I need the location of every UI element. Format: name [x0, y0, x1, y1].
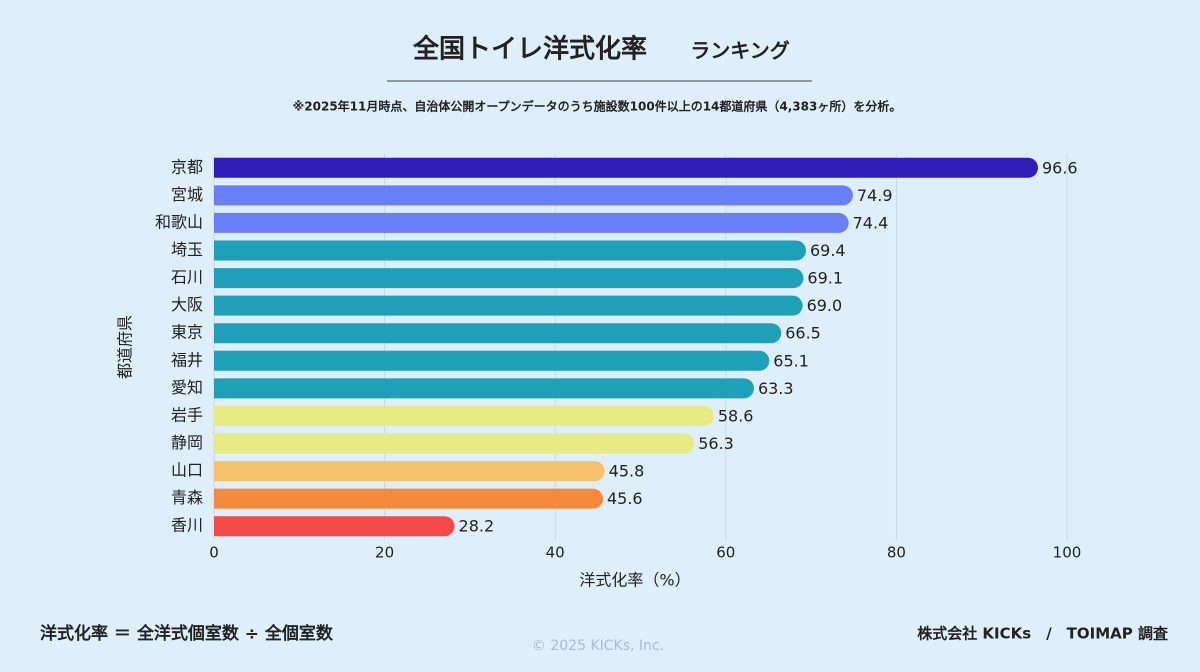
y-tick-label: 和歌山 [155, 212, 203, 231]
chart-title: 全国トイレ洋式化率 [412, 34, 647, 65]
y-tick-label: 大阪 [171, 295, 203, 314]
y-tick-label: 岩手 [171, 405, 203, 424]
bar [214, 295, 803, 316]
x-axis-label: 洋式化率（%） [579, 571, 690, 590]
x-tick-label: 40 [546, 544, 565, 562]
bar [214, 350, 770, 371]
value-label: 28.2 [459, 517, 495, 536]
value-label: 69.0 [807, 296, 843, 315]
copyright: © 2025 KICKs, Inc. [532, 638, 664, 654]
credit: 株式会社 KICKs / TOIMAP 調査 [917, 625, 1169, 643]
y-tick-label: 静岡 [171, 433, 203, 452]
value-label: 96.6 [1042, 158, 1078, 177]
bar [214, 323, 782, 344]
x-tick-label: 60 [716, 544, 735, 562]
bar [214, 268, 804, 289]
y-tick-label: 山口 [171, 461, 203, 480]
value-label: 74.4 [853, 213, 889, 232]
y-tick-label: 宮城 [171, 185, 203, 204]
y-tick-label: 埼玉 [171, 240, 203, 259]
value-label: 63.3 [758, 379, 794, 398]
x-tick-label: 0 [209, 544, 219, 562]
value-label: 66.5 [785, 324, 821, 343]
subtitle: ※2025年11月時点、自治体公開オープンデータのうち施設数100件以上の14都… [293, 99, 902, 114]
x-tick-label: 100 [1053, 544, 1082, 562]
y-tick-label: 石川 [171, 268, 203, 287]
y-tick-label: 青森 [171, 488, 203, 507]
bar [214, 461, 605, 482]
value-label: 45.8 [609, 462, 645, 481]
x-tick-label: 20 [375, 544, 394, 562]
y-tick-label: 香川 [171, 516, 203, 535]
value-label: 69.4 [810, 241, 846, 260]
bar [214, 488, 603, 509]
value-label: 69.1 [807, 269, 843, 288]
y-tick-label: 東京 [171, 323, 203, 342]
y-tick-label: 愛知 [171, 378, 203, 397]
value-label: 58.6 [718, 406, 754, 425]
bar [214, 378, 754, 399]
bar [214, 185, 853, 206]
bar [214, 516, 455, 537]
value-label: 74.9 [857, 186, 893, 205]
bar [214, 212, 849, 233]
bar [214, 157, 1038, 178]
y-axis-label: 都道府県 [116, 315, 135, 379]
bar [214, 240, 806, 261]
y-tick-label: 福井 [171, 350, 203, 369]
bar [214, 433, 695, 454]
x-tick-label: 80 [887, 544, 906, 562]
chart-title-suffix: ランキング [690, 39, 789, 63]
formula: 洋式化率 ＝ 全洋式個室数 ÷ 全個室数 [40, 623, 334, 644]
value-label: 45.6 [607, 489, 643, 508]
y-tick-label: 京都 [171, 157, 203, 176]
value-label: 65.1 [773, 351, 809, 370]
bar [214, 405, 714, 426]
value-label: 56.3 [698, 434, 734, 453]
